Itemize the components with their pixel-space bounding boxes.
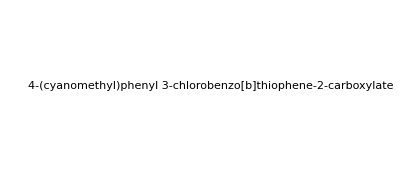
Text: 4-(cyanomethyl)phenyl 3-chlorobenzo[b]thiophene-2-carboxylate: 4-(cyanomethyl)phenyl 3-chlorobenzo[b]th…: [28, 81, 393, 91]
